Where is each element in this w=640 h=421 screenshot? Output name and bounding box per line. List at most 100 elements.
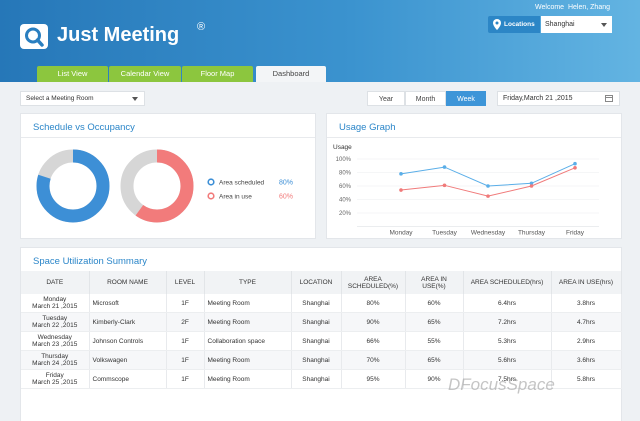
- date-text: Friday,March 21 ,2015: [503, 95, 573, 102]
- x-tick-label: Wednesday: [471, 230, 506, 237]
- table-row: Thursday March 24 ,2015 Volkswagen 1F Meetin…: [21, 350, 622, 370]
- cell: 7.5hrs: [463, 369, 552, 389]
- date-cell: Wednesday March 23 ,2015: [21, 331, 90, 351]
- point: [486, 184, 490, 188]
- date-cell: Monday March 21 ,2015: [21, 294, 90, 313]
- app-title: Just Meeting: [57, 24, 180, 46]
- cell: 70%: [341, 350, 406, 370]
- location-label-box: Locations: [488, 16, 540, 33]
- cell: 7.2hrs: [463, 312, 552, 332]
- table-panel: Space Utilization Summary DATE ROOM NAME L…: [20, 247, 622, 421]
- period-button[interactable]: Year: [367, 91, 405, 106]
- room-select[interactable]: Select a Meeting Room: [20, 91, 145, 106]
- cell: 90%: [341, 312, 406, 332]
- tab[interactable]: Floor Map: [182, 66, 253, 82]
- cell: Shanghai: [291, 350, 342, 370]
- tab[interactable]: Dashboard: [256, 66, 326, 82]
- point: [399, 188, 403, 192]
- date: March 25 ,2015: [32, 379, 78, 386]
- legend-marker: [207, 192, 215, 200]
- location-select[interactable]: Shanghai: [541, 16, 612, 33]
- welcome: Welcome: [535, 4, 565, 11]
- date: March 22 ,2015: [32, 322, 78, 329]
- cell: Johnson Controls: [89, 331, 167, 351]
- day: Monday: [43, 296, 67, 303]
- point: [529, 184, 534, 188]
- point: [486, 194, 490, 198]
- panel-title: Space Utilization Summary: [33, 256, 148, 267]
- y-axis-label: Usage: [333, 144, 352, 151]
- welcome-line: Welcome Helen, Zhang: [535, 4, 610, 11]
- legend-label: Area scheduled: [219, 180, 265, 187]
- table-row: Wednesday March 23 ,2015 Johnson Controls 1…: [21, 331, 622, 351]
- cell: Meeting Room: [204, 294, 292, 313]
- x-tick-label: Tuesday: [432, 230, 457, 237]
- day: Thursday: [41, 353, 69, 360]
- cell: 1F: [166, 294, 205, 313]
- legend-value: 60%: [279, 194, 293, 201]
- y-tick-label: 100%: [336, 157, 352, 163]
- table-row: Monday March 21 ,2015 Microsoft 1F Meeting R…: [21, 294, 622, 313]
- point: [529, 181, 534, 186]
- donut-arc: [36, 149, 110, 223]
- panel-title: Schedule vs Occupancy: [33, 122, 135, 133]
- trademark: ®: [197, 21, 206, 33]
- date-cell: Tuesday March 22 ,2015: [21, 312, 90, 332]
- cell: 2F: [166, 312, 205, 332]
- header-row: DATE ROOM NAME LEVEL TYPE LOCATION AREA SCHED…: [21, 271, 622, 294]
- period-button[interactable]: Week: [446, 91, 486, 106]
- line-chart: Usage 20% 40% 60% 80% 100% Monday Tuesday Wednes…: [333, 144, 599, 237]
- cell: Kimberly-Clark: [89, 312, 167, 332]
- table-row: Friday March 25 ,2015 Commscope 1F Meeting R…: [21, 369, 622, 389]
- point: [399, 172, 403, 176]
- column-header: TYPE: [204, 271, 292, 294]
- cell: 66%: [341, 331, 406, 351]
- donut-arc: [120, 149, 194, 223]
- cell: 4.7hrs: [551, 312, 622, 332]
- cell: 6.4hrs: [463, 294, 552, 313]
- point: [573, 161, 577, 166]
- table-body: Monday March 21 ,2015 Microsoft 1F Meeting R…: [21, 294, 622, 389]
- period-button[interactable]: Month: [405, 91, 446, 106]
- cell: 1F: [166, 350, 205, 370]
- x-tick-label: Thursday: [518, 230, 546, 237]
- cell: 3.8hrs: [551, 294, 622, 313]
- series-line: [400, 167, 576, 197]
- tab[interactable]: List View: [37, 66, 108, 82]
- cell: Commscope: [89, 369, 167, 389]
- day: Wednesday: [37, 334, 72, 341]
- cell: Meeting Room: [204, 350, 292, 370]
- caret: [601, 23, 607, 27]
- tab[interactable]: Calendar View: [109, 66, 181, 82]
- panel-title: Usage Graph: [339, 122, 396, 133]
- day: Friday: [45, 372, 64, 379]
- cell: Collaboration space: [204, 331, 292, 351]
- point: [442, 165, 447, 169]
- location-label: Locations: [504, 21, 535, 28]
- schedule-panel: Schedule vs Occupancy Area scheduled 80% A…: [20, 113, 316, 239]
- divider: [327, 137, 621, 138]
- usage-panel: Usage Graph Usage 20% 40% 60% 80% 100% Monday T…: [326, 113, 622, 239]
- cell: 90%: [405, 369, 464, 389]
- cell: Shanghai: [291, 294, 342, 313]
- cell: 80%: [341, 294, 406, 313]
- cell: Shanghai: [291, 331, 342, 351]
- cell: 55%: [405, 331, 464, 351]
- caret: [132, 97, 138, 101]
- location-value: Shanghai: [545, 21, 575, 28]
- cell: 5.8hrs: [551, 369, 622, 389]
- cell: Shanghai: [291, 312, 342, 332]
- cell: 3.6hrs: [551, 350, 622, 370]
- cell: Volkswagen: [89, 350, 167, 370]
- column-header: AREA SCHEDULED(%): [341, 271, 406, 294]
- date: March 21 ,2015: [32, 303, 78, 310]
- date: March 23 ,2015: [32, 341, 78, 348]
- room-select-text: Select a Meeting Room: [26, 95, 94, 102]
- y-tick-label: 40%: [339, 198, 352, 204]
- y-tick-label: 20%: [339, 211, 352, 217]
- summary-table: DATE ROOM NAME LEVEL TYPE LOCATION AREA SCHED…: [21, 271, 622, 389]
- cell: 5.6hrs: [463, 350, 552, 370]
- x-tick-label: Friday: [566, 230, 585, 237]
- date-input[interactable]: Friday,March 21 ,2015: [497, 91, 620, 106]
- cell: 1F: [166, 369, 205, 389]
